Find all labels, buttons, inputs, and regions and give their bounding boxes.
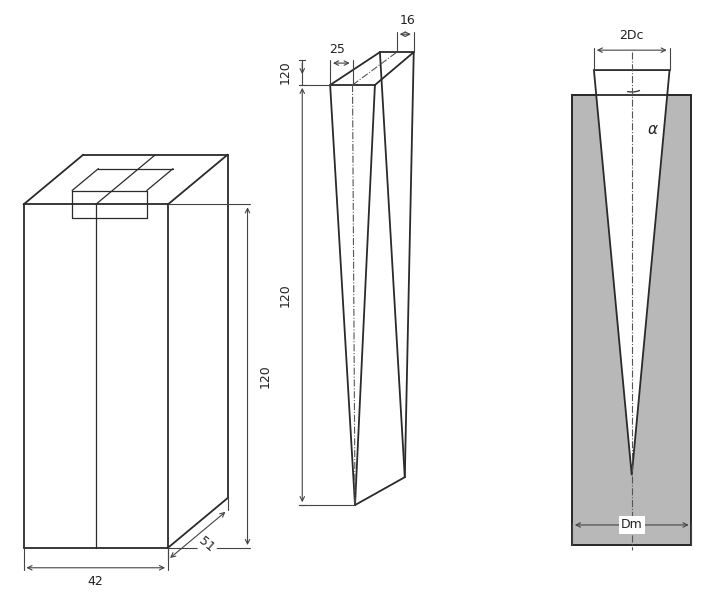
- Text: 42: 42: [88, 575, 103, 588]
- Polygon shape: [594, 70, 670, 475]
- Text: 120: 120: [279, 283, 292, 307]
- Text: 120: 120: [259, 364, 272, 388]
- Text: 120: 120: [279, 60, 292, 85]
- Text: 16: 16: [399, 14, 415, 27]
- Text: 51: 51: [197, 535, 217, 555]
- Text: 25: 25: [330, 43, 345, 56]
- Text: α: α: [648, 122, 658, 137]
- Bar: [572, 95, 691, 545]
- Text: 2Dc: 2Dc: [620, 29, 644, 42]
- Text: Dm: Dm: [621, 518, 643, 532]
